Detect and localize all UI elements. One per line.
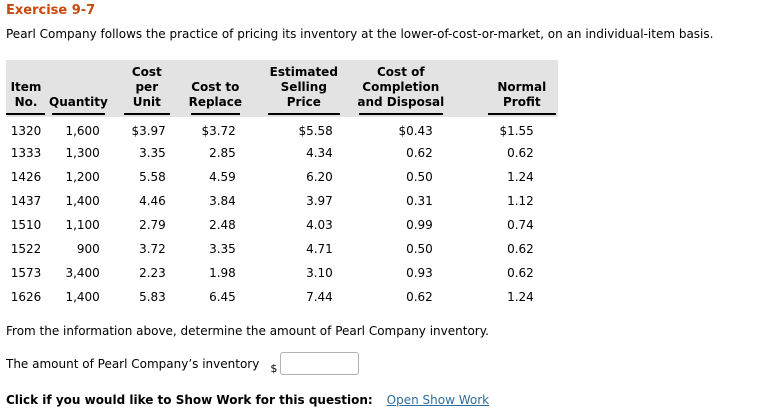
table-header: Item No. Quantity Cost per Unit Cost to Rep… [6, 60, 558, 117]
table-cell: 1,300 [65, 146, 100, 160]
table-cell: 4.46 [139, 194, 166, 208]
table-cell: 1320 [10, 124, 42, 138]
table-cell: 1573 [10, 266, 42, 280]
question-text: From the information above, determine th… [6, 324, 489, 338]
table-cell: 3.84 [209, 194, 236, 208]
table-cell: 0.62 [507, 266, 534, 280]
column-header: Estimated Selling Price [242, 60, 343, 117]
exercise-intro-text: Pearl Company follows the practice of pr… [6, 27, 714, 41]
table-cell: 4.71 [306, 242, 333, 256]
table-cell: 2.23 [139, 266, 166, 280]
table-cell: 900 [76, 242, 100, 256]
column-header: Item No. [6, 60, 46, 117]
table-row: 1573 3,400 2.23 1.98 3.10 0.93 0.62 [6, 261, 558, 285]
table-cell: $3.97 [131, 124, 166, 138]
table-cell: 0.93 [406, 266, 433, 280]
table-body: 1320 1,600 $3.97 $3.72 $5.58 $0.43 $1.55 1333 1,… [6, 117, 558, 309]
table-cell: 1.24 [507, 290, 534, 304]
table-cell: 0.50 [406, 242, 433, 256]
table-cell: 1,400 [65, 194, 100, 208]
table-cell: 0.50 [406, 170, 433, 184]
table-cell: 1510 [10, 218, 42, 232]
table-row: 1510 1,100 2.79 2.48 4.03 0.99 0.74 [6, 213, 558, 237]
table-header-row: Item No. Quantity Cost per Unit Cost to Rep… [6, 60, 558, 117]
show-work-row: Click if you would like to Show Work for… [6, 393, 752, 407]
show-work-prompt: Click if you would like to Show Work for… [6, 393, 373, 407]
answer-row: The amount of Pearl Company’s inventory … [6, 352, 752, 375]
table-cell: 0.99 [406, 218, 433, 232]
table-cell: 6.20 [306, 170, 333, 184]
table-cell: 1.24 [507, 170, 534, 184]
table-cell: $5.58 [298, 124, 333, 138]
table-cell: 1426 [10, 170, 42, 184]
column-header: Cost per Unit [107, 60, 173, 117]
answer-label: The amount of Pearl Company’s inventory [6, 356, 260, 371]
table-cell: $1.55 [499, 124, 534, 138]
table-cell: 7.44 [306, 290, 333, 304]
table-row: 1522 900 3.72 3.35 4.71 0.50 0.62 [6, 237, 558, 261]
table-cell: 1333 [10, 146, 42, 160]
exercise-title: Exercise 9-7 [6, 3, 96, 18]
table-cell: 2.85 [209, 146, 236, 160]
column-header: Normal Profit [445, 60, 558, 117]
table-row: 1437 1,400 4.46 3.84 3.97 0.31 1.12 [6, 189, 558, 213]
answer-input[interactable] [280, 352, 360, 375]
table-cell: 1626 [10, 290, 42, 304]
table-cell: 2.48 [209, 218, 236, 232]
table-row: 1626 1,400 5.83 6.45 7.44 0.62 1.24 [6, 285, 558, 309]
table-cell: 5.58 [139, 170, 166, 184]
table-cell: 3.35 [139, 146, 166, 160]
table-row: 1426 1,200 5.58 4.59 6.20 0.50 1.24 [6, 165, 558, 189]
table-cell: 1437 [10, 194, 42, 208]
table-cell: 3.97 [306, 194, 333, 208]
table-row: 1333 1,300 3.35 2.85 4.34 0.62 0.62 [6, 141, 558, 165]
table-cell: 1,400 [65, 290, 100, 304]
table-cell: 0.62 [507, 146, 534, 160]
table-cell: 1,100 [65, 218, 100, 232]
table-cell: 2.79 [139, 218, 166, 232]
table-row: 1320 1,600 $3.97 $3.72 $5.58 $0.43 $1.55 [6, 117, 558, 141]
table-cell: 1,200 [65, 170, 100, 184]
table-cell: 3.10 [306, 266, 333, 280]
column-header: Cost to Replace [172, 60, 243, 117]
inventory-table: Item No. Quantity Cost per Unit Cost to Rep… [6, 60, 558, 309]
table-cell: 1.98 [209, 266, 236, 280]
table-cell: 1.12 [507, 194, 534, 208]
table-cell: 0.31 [406, 194, 433, 208]
table-cell: 0.62 [406, 146, 433, 160]
table-cell: 3,400 [65, 266, 100, 280]
table-cell: 4.59 [209, 170, 236, 184]
table-cell: 0.62 [507, 242, 534, 256]
table-cell: 0.62 [406, 290, 433, 304]
table-cell: 6.45 [209, 290, 236, 304]
column-header: Cost of Completion and Disposal [342, 60, 446, 117]
table-cell: 1,600 [65, 124, 100, 138]
table-cell: 1522 [10, 242, 42, 256]
table-cell: 4.03 [306, 218, 333, 232]
table-cell: 4.34 [306, 146, 333, 160]
table-cell: 0.74 [507, 218, 534, 232]
table-cell: 3.35 [209, 242, 236, 256]
column-header: Quantity [46, 60, 108, 117]
table-cell: $0.43 [398, 124, 433, 138]
table-cell: 3.72 [139, 242, 166, 256]
table-cell: $3.72 [201, 124, 236, 138]
open-show-work-link[interactable]: Open Show Work [386, 393, 490, 407]
currency-symbol: $ [270, 362, 278, 375]
table-cell: 5.83 [139, 290, 166, 304]
